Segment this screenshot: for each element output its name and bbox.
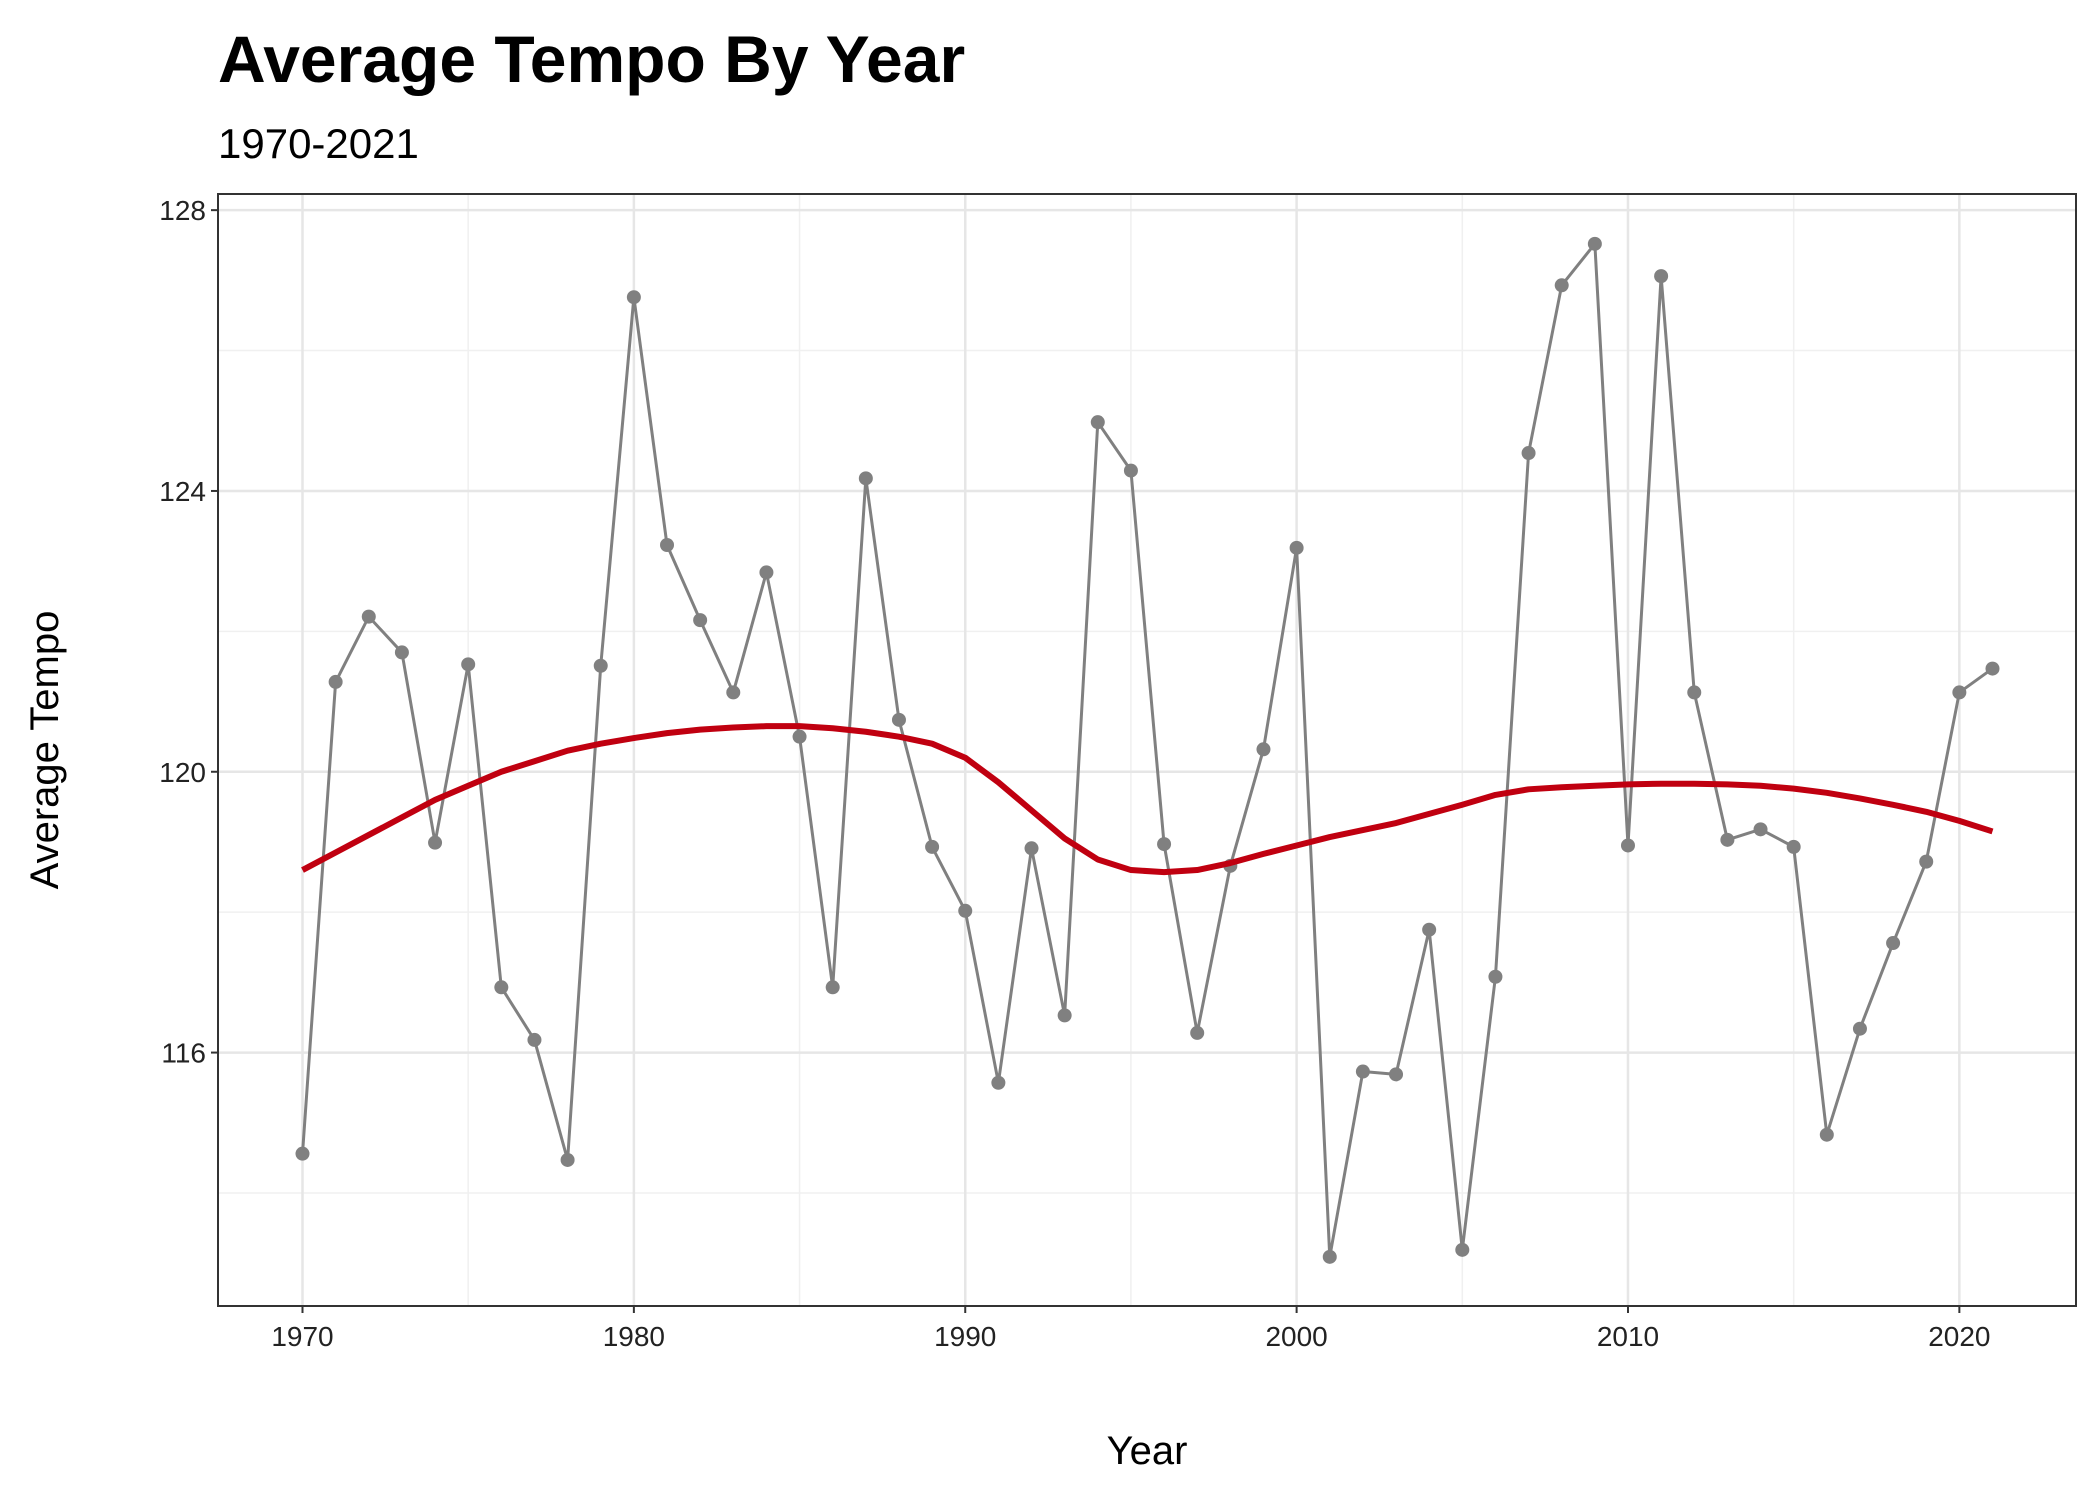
y-axis-title: Average Tempo [23, 611, 67, 890]
data-point [693, 613, 708, 628]
data-point [593, 658, 608, 673]
data-point [1819, 1127, 1834, 1142]
data-point [1123, 463, 1138, 478]
data-point [328, 674, 343, 689]
trend-line [301, 723, 1994, 876]
data-point [361, 609, 376, 624]
data-point [1322, 1249, 1337, 1264]
data-point [1952, 685, 1967, 700]
data-point [1355, 1064, 1370, 1079]
data-point [626, 290, 641, 305]
data-point [1256, 742, 1271, 757]
data-point [1985, 661, 2000, 676]
data-point [1720, 832, 1735, 847]
data-line [301, 242, 1994, 1259]
data-point [1654, 269, 1669, 284]
data-point [1753, 822, 1768, 837]
data-point [991, 1075, 1006, 1090]
data-point [1886, 936, 1901, 951]
data-point [1289, 540, 1304, 555]
plot-border [217, 193, 2077, 1307]
data-point [1687, 685, 1702, 700]
data-point [1157, 837, 1172, 852]
x-tick-label: 2000 [1265, 1321, 1327, 1352]
x-tick-label: 1980 [603, 1321, 665, 1352]
data-point [660, 538, 675, 553]
data-point [792, 729, 807, 744]
data-point [759, 565, 774, 580]
data-point [1455, 1242, 1470, 1257]
data-point [1852, 1021, 1867, 1036]
data-point [1190, 1025, 1205, 1040]
data-point [1786, 839, 1801, 854]
data-point [394, 645, 409, 660]
chart-title: Average Tempo By Year [218, 22, 965, 96]
data-point [1057, 1008, 1072, 1023]
y-tick-label: 120 [159, 757, 206, 788]
data-point [1919, 854, 1934, 869]
data-point [1554, 278, 1569, 293]
x-axis-title: Year [1107, 1429, 1188, 1473]
data-point [527, 1032, 542, 1047]
data-point [1620, 838, 1635, 853]
y-tick-label: 124 [159, 476, 206, 507]
data-point [494, 980, 509, 995]
data-point [295, 1146, 310, 1161]
data-point [428, 835, 443, 850]
data-point [1488, 969, 1503, 984]
data-point [1422, 922, 1437, 937]
data-point [925, 839, 940, 854]
data-point [560, 1152, 575, 1167]
data-point [1389, 1067, 1404, 1082]
data-point [858, 471, 873, 486]
data-point [1521, 446, 1536, 461]
y-tick-label: 116 [161, 1038, 206, 1069]
x-tick-label: 2020 [1928, 1321, 1990, 1352]
data-point [1587, 236, 1602, 251]
data-point [958, 903, 973, 918]
x-tick-label: 1990 [934, 1321, 996, 1352]
chart-subtitle: 1970-2021 [218, 120, 419, 167]
x-tick-label: 1970 [271, 1321, 333, 1352]
data-point [461, 657, 476, 672]
data-point [891, 712, 906, 727]
y-tick-label: 128 [159, 195, 206, 226]
x-tick-label: 2010 [1597, 1321, 1659, 1352]
data-point [726, 685, 741, 700]
data-point [1024, 841, 1039, 856]
data-point [825, 980, 840, 995]
data-point [1090, 415, 1105, 430]
